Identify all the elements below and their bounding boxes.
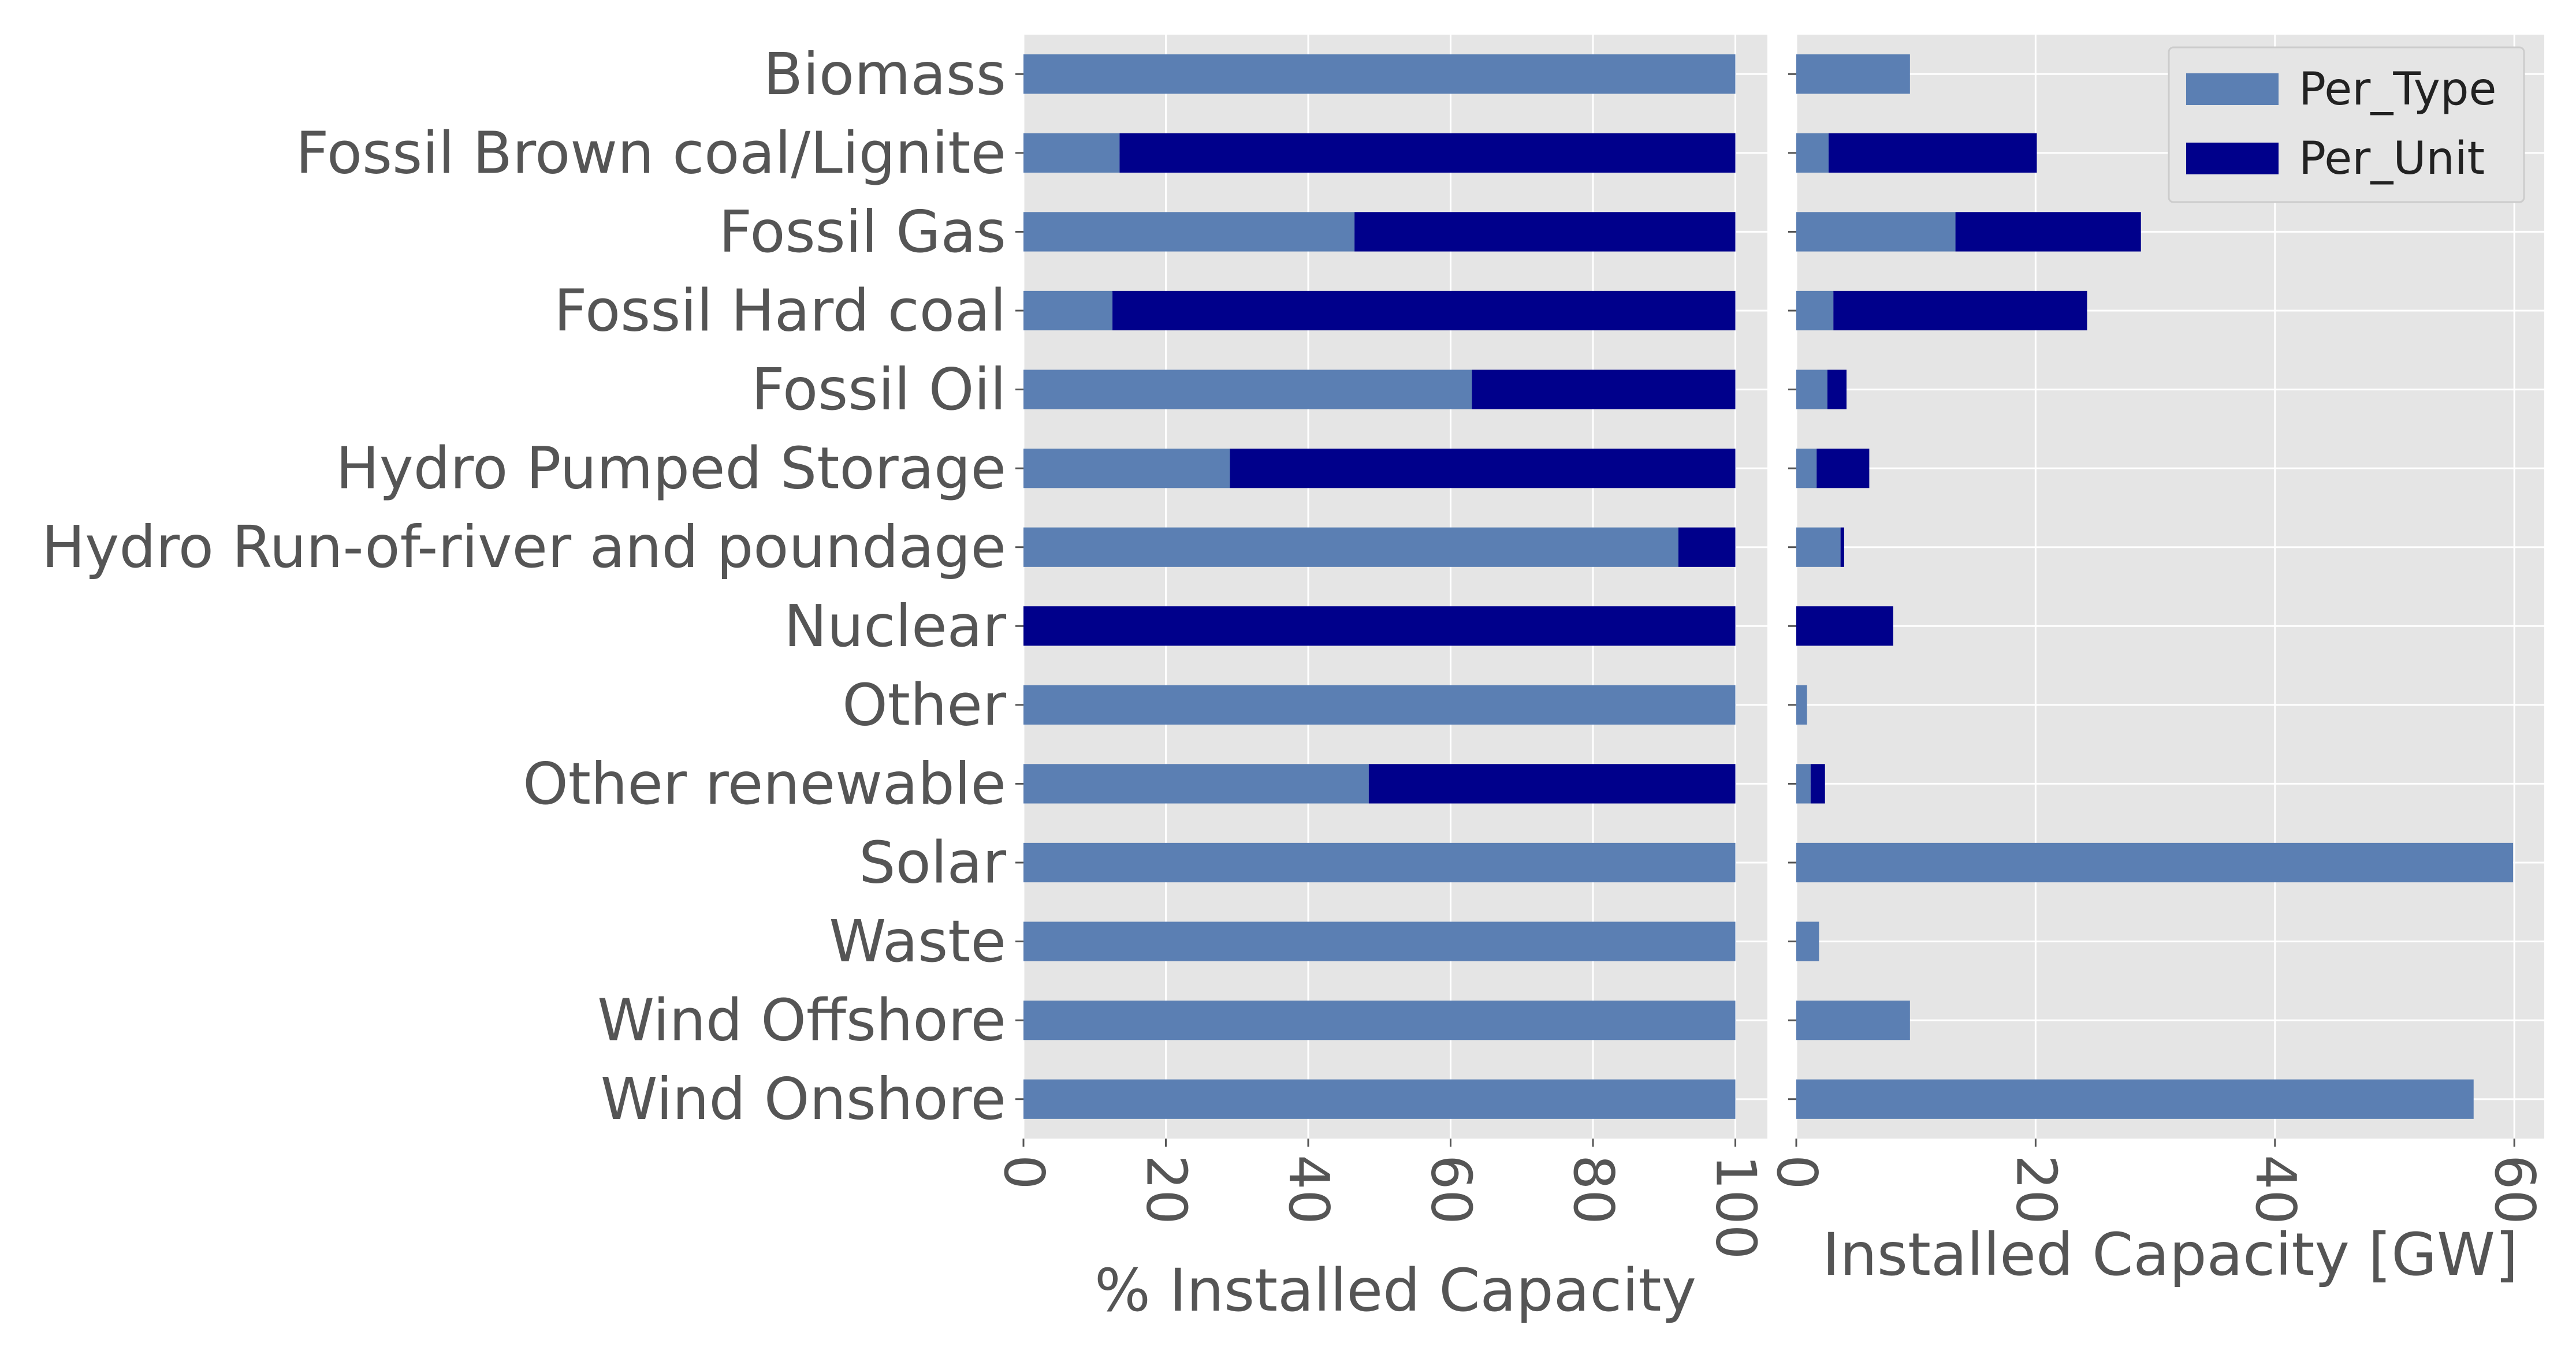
- x-tick-label: 80: [1561, 1155, 1625, 1225]
- bar-per-type-fossil-gas-panel-1: [1023, 212, 1355, 252]
- bar-per-unit-fossil-gas-panel-1: [1354, 212, 1736, 252]
- x-tick-label: 60: [1419, 1155, 1483, 1225]
- category-label: Biomass: [764, 40, 1006, 108]
- x-tick-label: 20: [2004, 1155, 2067, 1225]
- bar-per-type-fossil-oil-panel-1: [1023, 370, 1472, 409]
- bar-per-type-wind-onshore-panel-2: [1796, 1079, 2474, 1119]
- bar-per-type-biomass-panel-1: [1023, 54, 1736, 94]
- bar-per-type-fossil-hard-coal-panel-1: [1023, 290, 1113, 331]
- bar-per-type-solar-panel-2: [1796, 842, 2514, 883]
- legend-swatch-per-unit: [2186, 143, 2279, 174]
- bar-per-type-fossil-brown-coal-lignite-panel-2: [1796, 133, 1829, 173]
- legend-label-per-type: Per_Type: [2299, 64, 2496, 115]
- bar-per-unit-fossil-gas-panel-2: [1955, 212, 2141, 252]
- bar-per-type-hydro-pumped-storage-panel-1: [1023, 449, 1230, 488]
- bar-per-type-waste-panel-2: [1796, 921, 1819, 961]
- bar-per-type-other-panel-1: [1023, 685, 1736, 725]
- category-label: Fossil Brown coal/Lignite: [296, 119, 1006, 186]
- category-label: Fossil Gas: [719, 198, 1006, 266]
- category-label: Other: [842, 671, 1007, 738]
- category-label: Hydro Run-of-river and poundage: [42, 513, 1006, 581]
- legend-label-per-unit: Per_Unit: [2299, 133, 2485, 185]
- bar-per-unit-fossil-hard-coal-panel-1: [1112, 290, 1736, 331]
- bar-per-type-waste-panel-1: [1023, 921, 1736, 961]
- plot-area-1: [1023, 35, 1767, 1139]
- bar-per-unit-other-renewable-panel-1: [1368, 764, 1736, 804]
- bar-per-unit-fossil-brown-coal-lignite-panel-1: [1119, 133, 1736, 173]
- x-tick-label: 40: [1276, 1155, 1340, 1225]
- category-label: Solar: [859, 829, 1007, 897]
- x-tick-label: 40: [2243, 1155, 2307, 1225]
- bar-per-type-wind-offshore-panel-1: [1023, 1001, 1736, 1040]
- category-label: Wind Offshore: [597, 987, 1006, 1054]
- x-axis-title-panel-1: % Installed Capacity: [1095, 1256, 1696, 1325]
- category-label: Wind Onshore: [601, 1065, 1006, 1133]
- bar-per-unit-other-renewable-panel-2: [1810, 764, 1825, 804]
- bar-per-type-solar-panel-1: [1023, 842, 1736, 883]
- x-tick-label: 0: [992, 1155, 1055, 1189]
- bar-per-type-fossil-hard-coal-panel-2: [1796, 290, 1834, 331]
- bar-per-unit-fossil-brown-coal-lignite-panel-2: [1828, 133, 2037, 173]
- bar-per-type-other-panel-2: [1796, 685, 1807, 725]
- bar-per-type-fossil-gas-panel-2: [1796, 212, 1956, 252]
- x-tick-label: 60: [2482, 1155, 2546, 1225]
- x-axis-title-panel-2: Installed Capacity [GW]: [1822, 1221, 2518, 1289]
- category-label: Hydro Pumped Storage: [336, 435, 1006, 502]
- bar-per-type-fossil-oil-panel-2: [1796, 370, 1827, 409]
- bar-per-unit-nuclear-panel-2: [1796, 606, 1893, 646]
- bar-per-unit-fossil-oil-panel-2: [1827, 370, 1847, 409]
- bar-per-unit-hydro-pumped-storage-panel-2: [1816, 449, 1870, 488]
- category-label: Nuclear: [784, 592, 1007, 660]
- bar-per-type-hydro-pumped-storage-panel-2: [1796, 449, 1817, 488]
- bar-per-type-wind-onshore-panel-1: [1023, 1079, 1736, 1119]
- x-tick-label: 0: [1765, 1155, 1828, 1189]
- bar-per-type-hydro-run-of-river-and-poundage-panel-2: [1796, 527, 1841, 567]
- bar-per-unit-hydro-pumped-storage-panel-1: [1230, 449, 1736, 488]
- category-label: Other renewable: [523, 750, 1006, 818]
- category-label: Fossil Oil: [751, 356, 1006, 423]
- bar-per-unit-hydro-run-of-river-and-poundage-panel-1: [1678, 527, 1736, 567]
- bar-per-unit-hydro-run-of-river-and-poundage-panel-2: [1840, 527, 1844, 567]
- bar-per-type-hydro-run-of-river-and-poundage-panel-1: [1023, 527, 1678, 567]
- bar-per-unit-fossil-oil-panel-1: [1472, 370, 1736, 409]
- bar-per-type-other-renewable-panel-1: [1023, 764, 1369, 804]
- bar-per-type-wind-offshore-panel-2: [1796, 1001, 1910, 1040]
- category-label: Waste: [829, 908, 1006, 975]
- bar-per-unit-fossil-hard-coal-panel-2: [1833, 290, 2087, 331]
- bar-per-unit-nuclear-panel-1: [1023, 606, 1736, 646]
- x-tick-label: 100: [1704, 1155, 1767, 1259]
- x-tick-label: 20: [1134, 1155, 1198, 1225]
- legend-swatch-per-type: [2186, 73, 2279, 105]
- bar-per-type-fossil-brown-coal-lignite-panel-1: [1023, 133, 1120, 173]
- bar-per-type-biomass-panel-2: [1796, 54, 1910, 94]
- category-label: Fossil Hard coal: [554, 277, 1006, 345]
- bar-per-type-other-renewable-panel-2: [1796, 764, 1811, 804]
